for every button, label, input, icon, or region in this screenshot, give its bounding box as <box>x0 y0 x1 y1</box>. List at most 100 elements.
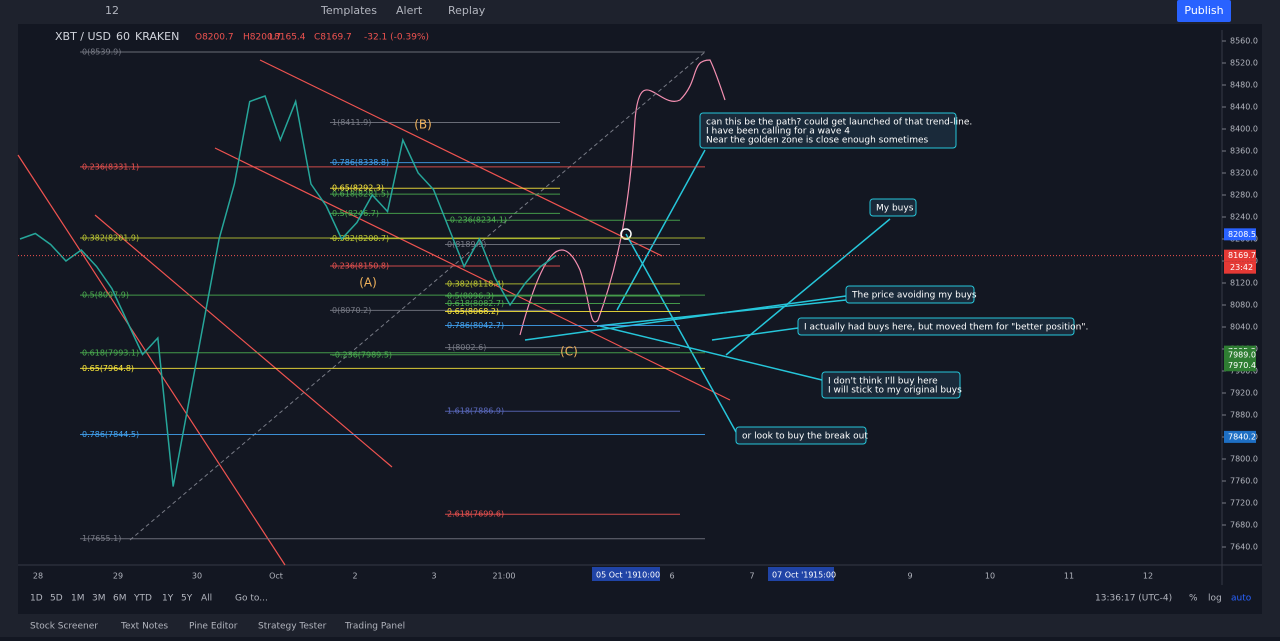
trend-line <box>17 154 286 566</box>
publish-button[interactable]: Publish <box>1184 4 1223 17</box>
time-marker: 05 Oct '19 <box>596 571 637 580</box>
fib-label: 0.382(8201.9) <box>82 233 139 242</box>
exchange: KRAKEN <box>135 30 179 43</box>
auto-toggle[interactable]: auto <box>1231 594 1252 604</box>
pointer <box>725 218 891 356</box>
price-tick-label: 8280.0 <box>1230 191 1258 200</box>
log-toggle[interactable]: log <box>1208 594 1222 604</box>
fib-label: 0(8070.2) <box>332 306 371 315</box>
low: L8165.4 <box>269 33 306 43</box>
trend-line <box>94 214 393 468</box>
price-tick-label: 8440.0 <box>1230 103 1258 112</box>
range-button[interactable]: All <box>201 594 212 604</box>
price-tick-label: 7760.0 <box>1230 477 1258 486</box>
time-label: 12 <box>1143 572 1153 581</box>
time-highlight <box>768 567 834 581</box>
fib-label: 1.618(7886.9) <box>447 407 504 416</box>
pointer <box>596 299 847 327</box>
publish-bg[interactable] <box>1177 0 1231 22</box>
left-toolbar <box>0 24 18 614</box>
pointer <box>625 233 737 433</box>
note-pointers <box>524 149 891 433</box>
price-tag-label: 7840.2 <box>1228 432 1256 441</box>
replay-button[interactable]: Replay <box>448 4 486 17</box>
note-text: My buys <box>876 204 914 214</box>
fib-label: 0.786(8338.8) <box>332 158 389 167</box>
time-label: 21:00 <box>492 572 515 581</box>
trend-line <box>259 59 663 257</box>
note-text: Near the golden zone is close enough som… <box>706 136 928 146</box>
target-circle <box>620 228 632 240</box>
fib-label: 1(8002.6) <box>447 343 486 352</box>
range-button[interactable]: 1D <box>30 594 43 604</box>
pointer <box>711 327 799 341</box>
price-tag-label: 8169.7 <box>1228 251 1256 260</box>
projected-path <box>519 59 726 336</box>
time-marker: 10:00 <box>637 571 660 580</box>
price-tick-label: 8480.0 <box>1230 81 1258 90</box>
time-label: 30 <box>192 572 202 581</box>
right-sidebar <box>1262 24 1280 614</box>
open: O8200.7 <box>195 33 234 43</box>
range-button[interactable]: 1Y <box>162 594 174 604</box>
bottom-panel <box>0 614 1280 637</box>
time-highlight <box>592 567 660 581</box>
time-marker: 07 Oct '19 <box>772 571 813 580</box>
bottom-tab[interactable]: Strategy Tester <box>258 622 327 632</box>
fib-label: 0.236(8331.1) <box>82 162 139 171</box>
countdown: 23:42 <box>1230 263 1253 272</box>
fib-label: 1(8411.9) <box>332 118 371 127</box>
fib-label: 0.65(8292.3) <box>332 184 384 193</box>
top-toolbar <box>0 0 1280 24</box>
alert-button[interactable]: Alert <box>396 4 423 17</box>
price-tick-label: 8120.0 <box>1230 279 1258 288</box>
price-tag <box>1224 249 1256 262</box>
price-tick-label: 8320.0 <box>1230 169 1258 178</box>
bottom-tab[interactable]: Pine Editor <box>189 622 238 632</box>
fib-label: 0.5(8246.7) <box>332 209 379 218</box>
bottom-tab[interactable]: Stock Screener <box>30 622 98 632</box>
fib-label: 0.618(8281.5) <box>332 190 389 199</box>
pointer <box>524 295 847 341</box>
fib-label: -0.236(7989.5) <box>332 350 392 359</box>
range-button[interactable]: 1M <box>71 594 85 604</box>
note-box <box>735 426 867 445</box>
time-label: 2 <box>352 572 357 581</box>
range-button[interactable]: Go to... <box>235 594 268 604</box>
price-tick-label: 8400.0 <box>1230 125 1258 134</box>
range-button[interactable]: YTD <box>133 594 152 604</box>
range-button[interactable]: 5Y <box>181 594 193 604</box>
templates-button[interactable]: Templates <box>320 4 377 17</box>
bottom-tab[interactable]: Trading Panel <box>344 622 405 632</box>
bottom-tab[interactable]: Text Notes <box>120 622 168 632</box>
close: C8169.7 <box>314 33 352 43</box>
note-box <box>869 198 917 217</box>
time-label: 7 <box>749 572 754 581</box>
fib-label: 0(8189.9) <box>447 240 486 249</box>
fib-label: 0.618(7993.1) <box>82 348 139 357</box>
fib-label: 0.5(8096.3) <box>447 292 494 301</box>
wave-label: (B) <box>414 118 432 132</box>
price-line <box>19 95 557 487</box>
pointer <box>616 149 706 311</box>
range-button[interactable]: 6M <box>113 594 127 604</box>
price-tick-label: 7880.0 <box>1230 411 1258 420</box>
price-tag-label: 7970.4 <box>1228 361 1256 370</box>
percent-toggle[interactable]: % <box>1189 594 1198 604</box>
price-tick-label: 8040.0 <box>1230 323 1258 332</box>
fib-label: 0.65(8068.2) <box>447 307 499 316</box>
fib-label: 0.786(7844.5) <box>82 430 139 439</box>
price-tick-label: 7720.0 <box>1230 499 1258 508</box>
fib-label: 0.382(8118.4) <box>447 279 504 288</box>
countdown-bg <box>1224 261 1256 274</box>
note-text: can this be the path? could get launched… <box>706 118 972 128</box>
trend-lines <box>17 59 731 566</box>
range-button[interactable]: 3M <box>92 594 106 604</box>
symbol: XBT / USD <box>55 30 111 43</box>
price-tick-label: 7920.0 <box>1230 389 1258 398</box>
interval-button[interactable]: 12 <box>105 4 119 17</box>
range-button[interactable]: 5D <box>50 594 63 604</box>
fib-label: 0.236(8150.8) <box>332 262 389 271</box>
price-tick-label: 8240.0 <box>1230 213 1258 222</box>
